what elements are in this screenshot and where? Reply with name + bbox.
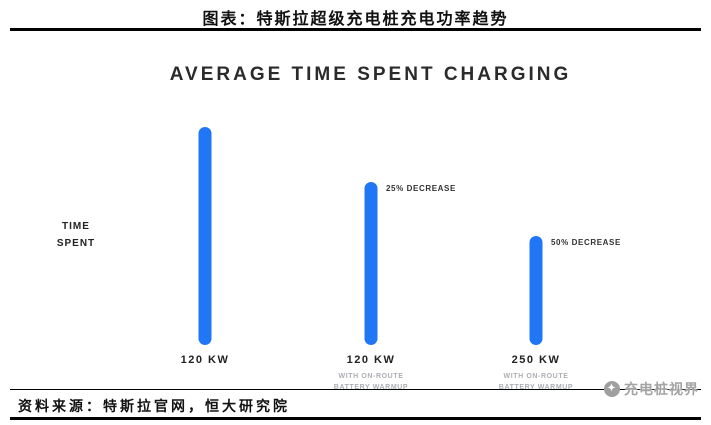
bar-column: 120 KW: [181, 127, 228, 366]
watermark-text: 充电桩视界: [624, 381, 699, 397]
bar-chart: 120 KW 25% DECREASE 120 KW WITH ON-ROUTE BA…: [0, 127, 711, 391]
bar-column: 25% DECREASE 120 KW WITH ON-ROUTE BATTERY …: [334, 181, 455, 391]
watermark: ✦ 充电桩视界: [604, 379, 699, 399]
source-divider: [10, 389, 701, 390]
bar-category-sublabel: WITH ON-ROUTE BATTERY WARMUP: [333, 373, 409, 391]
bar: [529, 236, 543, 345]
source-text: 资料来源：特斯拉官网，恒大研究院: [18, 398, 290, 414]
bar-column: 50% DECREASE 250 KW WITH ON-ROUTE BATTERY …: [499, 236, 620, 391]
bar: [198, 127, 212, 345]
bar-category-label: 120 KW: [180, 354, 230, 366]
watermark-logo-icon: ✦: [604, 381, 620, 397]
bar-category-sublabel: WITH ON-ROUTE BATTERY WARMUP: [498, 373, 574, 391]
bar-annotation: 50% DECREASE: [551, 238, 621, 247]
bar: [364, 181, 378, 345]
bar-annotation: 25% DECREASE: [386, 183, 456, 193]
bar-category-label: 120 KW: [346, 354, 396, 366]
page-title: 图表：特斯拉超级充电桩充电功率趋势: [202, 11, 509, 28]
y-axis-label: TIME SPENT: [56, 221, 96, 249]
bar-category-label: 250 KW: [511, 354, 561, 366]
bottom-divider: [10, 417, 701, 420]
chart-title: AVERAGE TIME SPENT CHARGING: [169, 64, 572, 85]
top-divider: [10, 28, 701, 31]
